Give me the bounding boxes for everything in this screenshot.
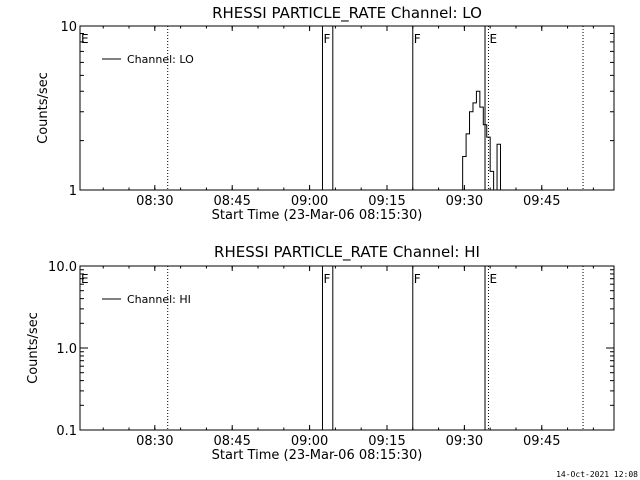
x-tick-label: 08:30: [136, 194, 173, 209]
chart-panel-2: RHESSI PARTICLE_RATE Channel: HI 08:30 08:…: [26, 243, 615, 463]
x-axis-label: Start Time (23-Mar-06 08:15:30): [212, 208, 423, 223]
plot-frame: [79, 265, 615, 431]
y-tick-label: 1: [69, 184, 77, 199]
event-marker-label: E: [81, 32, 89, 46]
y-axis-label: Counts/sec: [36, 72, 51, 144]
y-tick-label: 10.0: [48, 260, 77, 275]
x-tick-label: 09:00: [291, 434, 328, 449]
event-marker-label: F: [414, 32, 421, 46]
event-marker-label: F: [323, 272, 330, 286]
event-marker-label: E: [489, 272, 497, 286]
legend-label: Channel: LO: [127, 53, 194, 66]
event-marker-label: E: [81, 272, 89, 286]
chart-title: RHESSI PARTICLE_RATE Channel: LO: [212, 4, 482, 23]
x-tick-label: 08:30: [136, 434, 173, 449]
data-series-line: [459, 90, 501, 191]
y-tick-label: 10: [60, 20, 77, 35]
x-tick-label: 09:00: [291, 194, 328, 209]
event-marker-label: F: [323, 32, 330, 46]
y-tick-label: 0.1: [56, 424, 77, 439]
x-tick-label: 09:15: [368, 434, 405, 449]
chart-panel-1: RHESSI PARTICLE_RATE Channel: LO 08:30 08:…: [36, 4, 615, 223]
plot-frame: [79, 25, 615, 191]
x-axis-label: Start Time (23-Mar-06 08:15:30): [212, 448, 423, 463]
x-tick-label: 09:15: [368, 194, 405, 209]
x-tick-label: 08:45: [213, 434, 250, 449]
x-tick-label: 09:30: [446, 194, 483, 209]
chart-title: RHESSI PARTICLE_RATE Channel: HI: [214, 243, 480, 262]
footer-timestamp: 14-Oct-2021 12:08: [556, 470, 638, 479]
y-axis-label: Counts/sec: [26, 312, 41, 384]
x-tick-label: 09:45: [523, 434, 560, 449]
event-marker-label: E: [489, 32, 497, 46]
event-marker-label: F: [414, 272, 421, 286]
y-tick-label: 1.0: [56, 342, 77, 357]
legend-label: Channel: HI: [127, 293, 191, 306]
x-tick-label: 09:45: [523, 194, 560, 209]
x-tick-label: 09:30: [446, 434, 483, 449]
x-tick-label: 08:45: [213, 194, 250, 209]
